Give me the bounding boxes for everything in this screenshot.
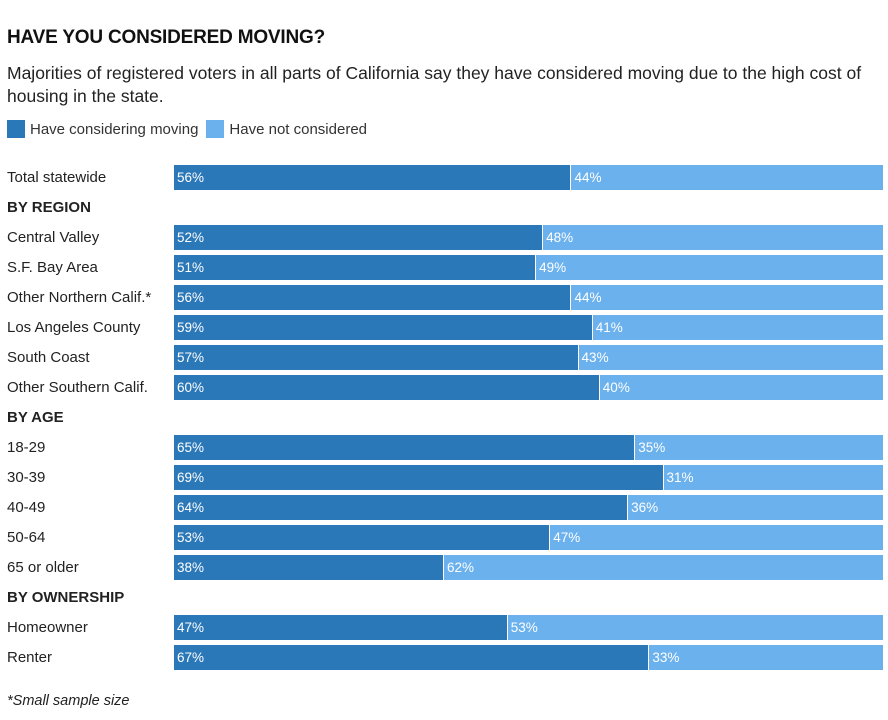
bar-value-s-f-bay-area-not-considered: 49% bbox=[539, 260, 567, 275]
bar-south-coast-not-considered bbox=[578, 345, 883, 370]
bar-total-statewide-not-considered bbox=[571, 165, 883, 190]
bar-value-renter-not-considered: 33% bbox=[652, 650, 680, 665]
bar-65-or-older-considered bbox=[174, 555, 444, 580]
bar-los-angeles-county-not-considered bbox=[592, 315, 883, 340]
bar-value-40-49-not-considered: 36% bbox=[631, 500, 659, 515]
bar-value-south-coast-considered: 57% bbox=[177, 350, 205, 365]
chart-title: HAVE YOU CONSIDERED MOVING? bbox=[7, 27, 325, 48]
row-label-30-39: 30-39 bbox=[7, 469, 46, 486]
legend-label-considered: Have considering moving bbox=[30, 120, 199, 138]
bar-value-total-statewide-not-considered: 44% bbox=[574, 170, 602, 185]
group-label-by-region: BY REGION bbox=[7, 199, 91, 216]
bar-value-50-64-not-considered: 47% bbox=[553, 530, 581, 545]
bar-s-f-bay-area-considered bbox=[174, 255, 536, 280]
bar-other-southern-calif-not-considered bbox=[599, 375, 883, 400]
bar-value-18-29-considered: 65% bbox=[177, 440, 205, 455]
bar-homeowner-not-considered bbox=[507, 615, 883, 640]
bar-value-other-southern-calif-not-considered: 40% bbox=[602, 380, 630, 395]
legend-item-not-considered: Have not considered bbox=[206, 120, 367, 138]
bar-65-or-older-not-considered bbox=[444, 555, 883, 580]
legend-swatch-considered bbox=[7, 120, 25, 138]
bar-value-50-64-considered: 53% bbox=[177, 530, 205, 545]
row-label-18-29: 18-29 bbox=[7, 439, 46, 456]
row-label-total-statewide: Total statewide bbox=[7, 169, 107, 186]
bar-50-64-not-considered bbox=[550, 525, 883, 550]
bar-south-coast-considered bbox=[174, 345, 578, 370]
bar-value-los-angeles-county-not-considered: 41% bbox=[595, 320, 623, 335]
bar-renter-considered bbox=[174, 645, 649, 670]
bar-30-39-not-considered bbox=[663, 465, 883, 490]
row-label-renter: Renter bbox=[7, 649, 53, 666]
bar-other-northern-calif-not-considered bbox=[571, 285, 883, 310]
bar-value-65-or-older-not-considered: 62% bbox=[447, 560, 475, 575]
bar-value-renter-considered: 67% bbox=[177, 650, 205, 665]
row-label-los-angeles-county: Los Angeles County bbox=[7, 319, 141, 336]
bar-renter-not-considered bbox=[649, 645, 883, 670]
bar-value-other-northern-calif-not-considered: 44% bbox=[574, 290, 602, 305]
row-label-50-64: 50-64 bbox=[7, 529, 46, 546]
row-label-other-northern-calif: Other Northern Calif.* bbox=[7, 289, 152, 306]
bar-value-homeowner-considered: 47% bbox=[177, 620, 205, 635]
row-label-40-49: 40-49 bbox=[7, 499, 46, 516]
footnote: *Small sample size bbox=[7, 693, 130, 709]
bar-18-29-not-considered bbox=[635, 435, 883, 460]
bar-40-49-considered bbox=[174, 495, 628, 520]
bar-value-65-or-older-considered: 38% bbox=[177, 560, 205, 575]
bar-other-southern-calif-considered bbox=[174, 375, 599, 400]
row-label-central-valley: Central Valley bbox=[7, 229, 100, 246]
bar-18-29-considered bbox=[174, 435, 635, 460]
bar-s-f-bay-area-not-considered bbox=[536, 255, 883, 280]
group-label-by-ownership: BY OWNERSHIP bbox=[7, 589, 125, 606]
bar-value-other-northern-calif-considered: 56% bbox=[177, 290, 205, 305]
bar-total-statewide-considered bbox=[174, 165, 571, 190]
bar-40-49-not-considered bbox=[628, 495, 883, 520]
stacked-bar-chart: Total statewide 56% 44% BY REGION Central Va… bbox=[0, 165, 888, 685]
bar-other-northern-calif-considered bbox=[174, 285, 571, 310]
row-label-s-f-bay-area: S.F. Bay Area bbox=[7, 259, 98, 276]
bar-central-valley-not-considered bbox=[543, 225, 883, 250]
bar-30-39-considered bbox=[174, 465, 663, 490]
legend-label-not-considered: Have not considered bbox=[229, 120, 368, 138]
row-label-south-coast: South Coast bbox=[7, 349, 90, 366]
bar-value-central-valley-not-considered: 48% bbox=[546, 230, 574, 245]
bar-value-30-39-considered: 69% bbox=[177, 470, 205, 485]
bar-value-los-angeles-county-considered: 59% bbox=[177, 320, 205, 335]
bar-value-s-f-bay-area-considered: 51% bbox=[177, 260, 205, 275]
bar-homeowner-considered bbox=[174, 615, 507, 640]
bar-value-total-statewide-considered: 56% bbox=[177, 170, 205, 185]
legend: Have considering moving Have not conside… bbox=[7, 120, 375, 138]
bar-value-other-southern-calif-considered: 60% bbox=[177, 380, 205, 395]
bar-value-homeowner-not-considered: 53% bbox=[510, 620, 538, 635]
group-label-by-age: BY AGE bbox=[7, 409, 64, 426]
legend-swatch-not-considered bbox=[206, 120, 225, 138]
bar-value-18-29-not-considered: 35% bbox=[638, 440, 666, 455]
bar-value-40-49-considered: 64% bbox=[177, 500, 205, 515]
row-label-65-or-older: 65 or older bbox=[7, 559, 79, 576]
bar-los-angeles-county-considered bbox=[174, 315, 592, 340]
legend-item-considered: Have considering moving bbox=[7, 120, 198, 138]
chart-subtitle: Majorities of registered voters in all p… bbox=[7, 63, 862, 106]
bar-central-valley-considered bbox=[174, 225, 543, 250]
bar-value-south-coast-not-considered: 43% bbox=[581, 350, 609, 365]
bar-50-64-considered bbox=[174, 525, 550, 550]
row-label-other-southern-calif: Other Southern Calif. bbox=[7, 379, 148, 396]
bar-value-central-valley-considered: 52% bbox=[177, 230, 205, 245]
bar-value-30-39-not-considered: 31% bbox=[666, 470, 694, 485]
row-label-homeowner: Homeowner bbox=[7, 619, 88, 636]
